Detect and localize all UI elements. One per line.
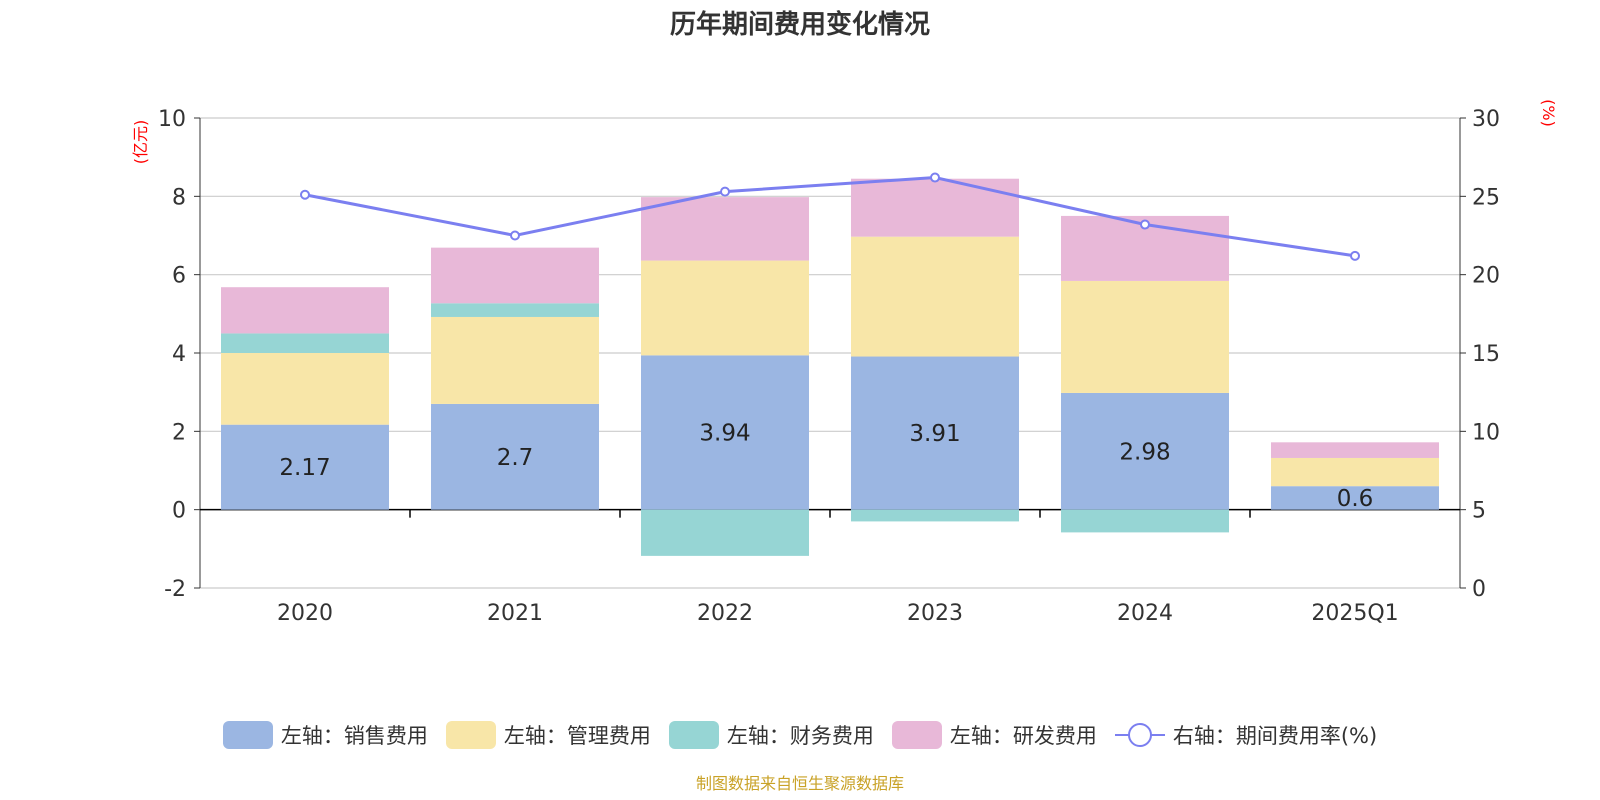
legend-label-rd: 左轴：研发费用 xyxy=(949,724,1097,748)
right-axis-tick-label: 15 xyxy=(1472,342,1500,367)
x-axis-tick-label: 2022 xyxy=(697,601,753,626)
bar-segment-finance xyxy=(221,333,389,353)
rate-point xyxy=(510,230,520,241)
legend-swatch-rd xyxy=(891,721,942,749)
bar-data-label: 2.7 xyxy=(497,445,534,471)
right-axis-tick-label: 30 xyxy=(1472,107,1500,132)
legend-item-admin[interactable]: 左轴：管理费用 xyxy=(445,720,651,750)
legend-item-rd[interactable]: 左轴：研发费用 xyxy=(891,720,1097,750)
left-axis-tick-label: 4 xyxy=(172,342,186,367)
bar-segment-finance xyxy=(641,509,809,556)
rate-line xyxy=(304,176,1356,258)
rate-point xyxy=(720,186,730,197)
right-axis-unit: (%) xyxy=(1539,99,1558,127)
right-axis-tick-label: 10 xyxy=(1472,420,1500,445)
bar-segment-admin xyxy=(1061,280,1229,393)
legend: 左轴：销售费用 左轴：管理费用 左轴：财务费用 左轴：研发费用 右轴：期间费用率… xyxy=(0,720,1600,750)
right-axis-tick-label: 0 xyxy=(1472,577,1486,602)
rate-point xyxy=(1350,250,1360,261)
chart: -2 0 2 4 6 8 10 0 5 10 15 20 25 30 (亿元) (%) 2020 2021 2022… xyxy=(131,99,1558,626)
right-axis-tick-label: 20 xyxy=(1472,264,1500,289)
legend-item-rate[interactable]: 右轴：期间费用率(%) xyxy=(1114,720,1378,750)
bar-segment-sales xyxy=(641,355,809,510)
bar-segment-admin xyxy=(851,236,1019,357)
legend-label-admin: 左轴：管理费用 xyxy=(503,724,651,748)
bar-segment-rd xyxy=(1271,442,1439,458)
bar-data-label: 2.98 xyxy=(1119,439,1170,465)
rate-point xyxy=(1140,219,1150,230)
legend-item-finance[interactable]: 左轴：财务费用 xyxy=(668,720,874,750)
bar-data-label: 2.17 xyxy=(279,455,330,481)
legend-swatch-sales xyxy=(222,721,273,749)
legend-item-sales[interactable]: 左轴：销售费用 xyxy=(222,720,428,750)
bar-segment-sales xyxy=(1271,486,1439,510)
x-axis-tick-label: 2025Q1 xyxy=(1311,601,1398,626)
legend-swatch-finance xyxy=(668,721,719,749)
bar-segment-rd xyxy=(431,247,599,304)
chart-title: 历年期间费用变化情况 xyxy=(669,10,930,40)
bar-segment-sales xyxy=(1061,392,1229,510)
rate-point xyxy=(300,189,310,200)
bar-segment-admin xyxy=(431,316,599,404)
bar-segment-sales xyxy=(221,424,389,510)
bar-segment-finance xyxy=(1061,509,1229,533)
left-axis-tick-label: 10 xyxy=(158,107,186,132)
source-note: 制图数据来自恒生聚源数据库 xyxy=(695,774,904,793)
legend-label-finance: 左轴：财务费用 xyxy=(726,724,874,748)
legend-line-marker-icon xyxy=(1114,721,1165,749)
legend-swatch-admin xyxy=(445,721,496,749)
bar-segment-rd xyxy=(221,287,389,334)
bar-data-label: 3.94 xyxy=(699,421,750,447)
left-axis-tick-label: 6 xyxy=(172,264,186,289)
bar-segment-rd xyxy=(641,197,809,261)
bar-segment-finance xyxy=(431,303,599,317)
bar-segment-admin xyxy=(1271,457,1439,487)
left-axis-tick-label: -2 xyxy=(164,577,186,602)
x-axis-tick-label: 2023 xyxy=(907,601,963,626)
left-axis-tick-label: 8 xyxy=(172,185,186,210)
bar-data-label: 0.6 xyxy=(1337,486,1374,512)
bar-segment-admin xyxy=(641,260,809,356)
legend-label-sales: 左轴：销售费用 xyxy=(280,724,428,748)
left-axis-tick-label: 0 xyxy=(172,499,186,524)
right-axis-tick-label: 5 xyxy=(1472,499,1486,524)
left-axis-unit: (亿元) xyxy=(131,120,150,165)
rate-point xyxy=(930,172,940,183)
bar-segment-rd xyxy=(851,178,1019,237)
x-axis-tick-label: 2021 xyxy=(487,601,543,626)
bar-segment-sales xyxy=(851,356,1019,510)
bar-segment-admin xyxy=(221,353,389,425)
x-axis-tick-label: 2020 xyxy=(277,601,333,626)
left-axis-tick-label: 2 xyxy=(172,420,186,445)
bar-segment-finance xyxy=(851,509,1019,522)
x-axis-tick-label: 2024 xyxy=(1117,601,1173,626)
bar-data-label: 3.91 xyxy=(909,421,960,447)
right-axis-tick-label: 25 xyxy=(1472,185,1500,210)
legend-label-rate: 右轴：期间费用率(%) xyxy=(1172,724,1378,748)
bar-segment-sales xyxy=(431,403,599,510)
